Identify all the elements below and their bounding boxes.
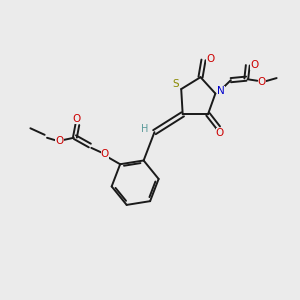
Text: O: O [100,149,109,159]
Text: O: O [73,114,81,124]
Text: H: H [141,124,148,134]
Text: O: O [216,128,224,138]
Text: O: O [56,136,64,146]
Text: O: O [258,76,266,87]
Text: O: O [206,54,214,64]
Text: N: N [218,86,225,96]
Text: S: S [172,79,179,89]
Text: O: O [250,60,259,70]
